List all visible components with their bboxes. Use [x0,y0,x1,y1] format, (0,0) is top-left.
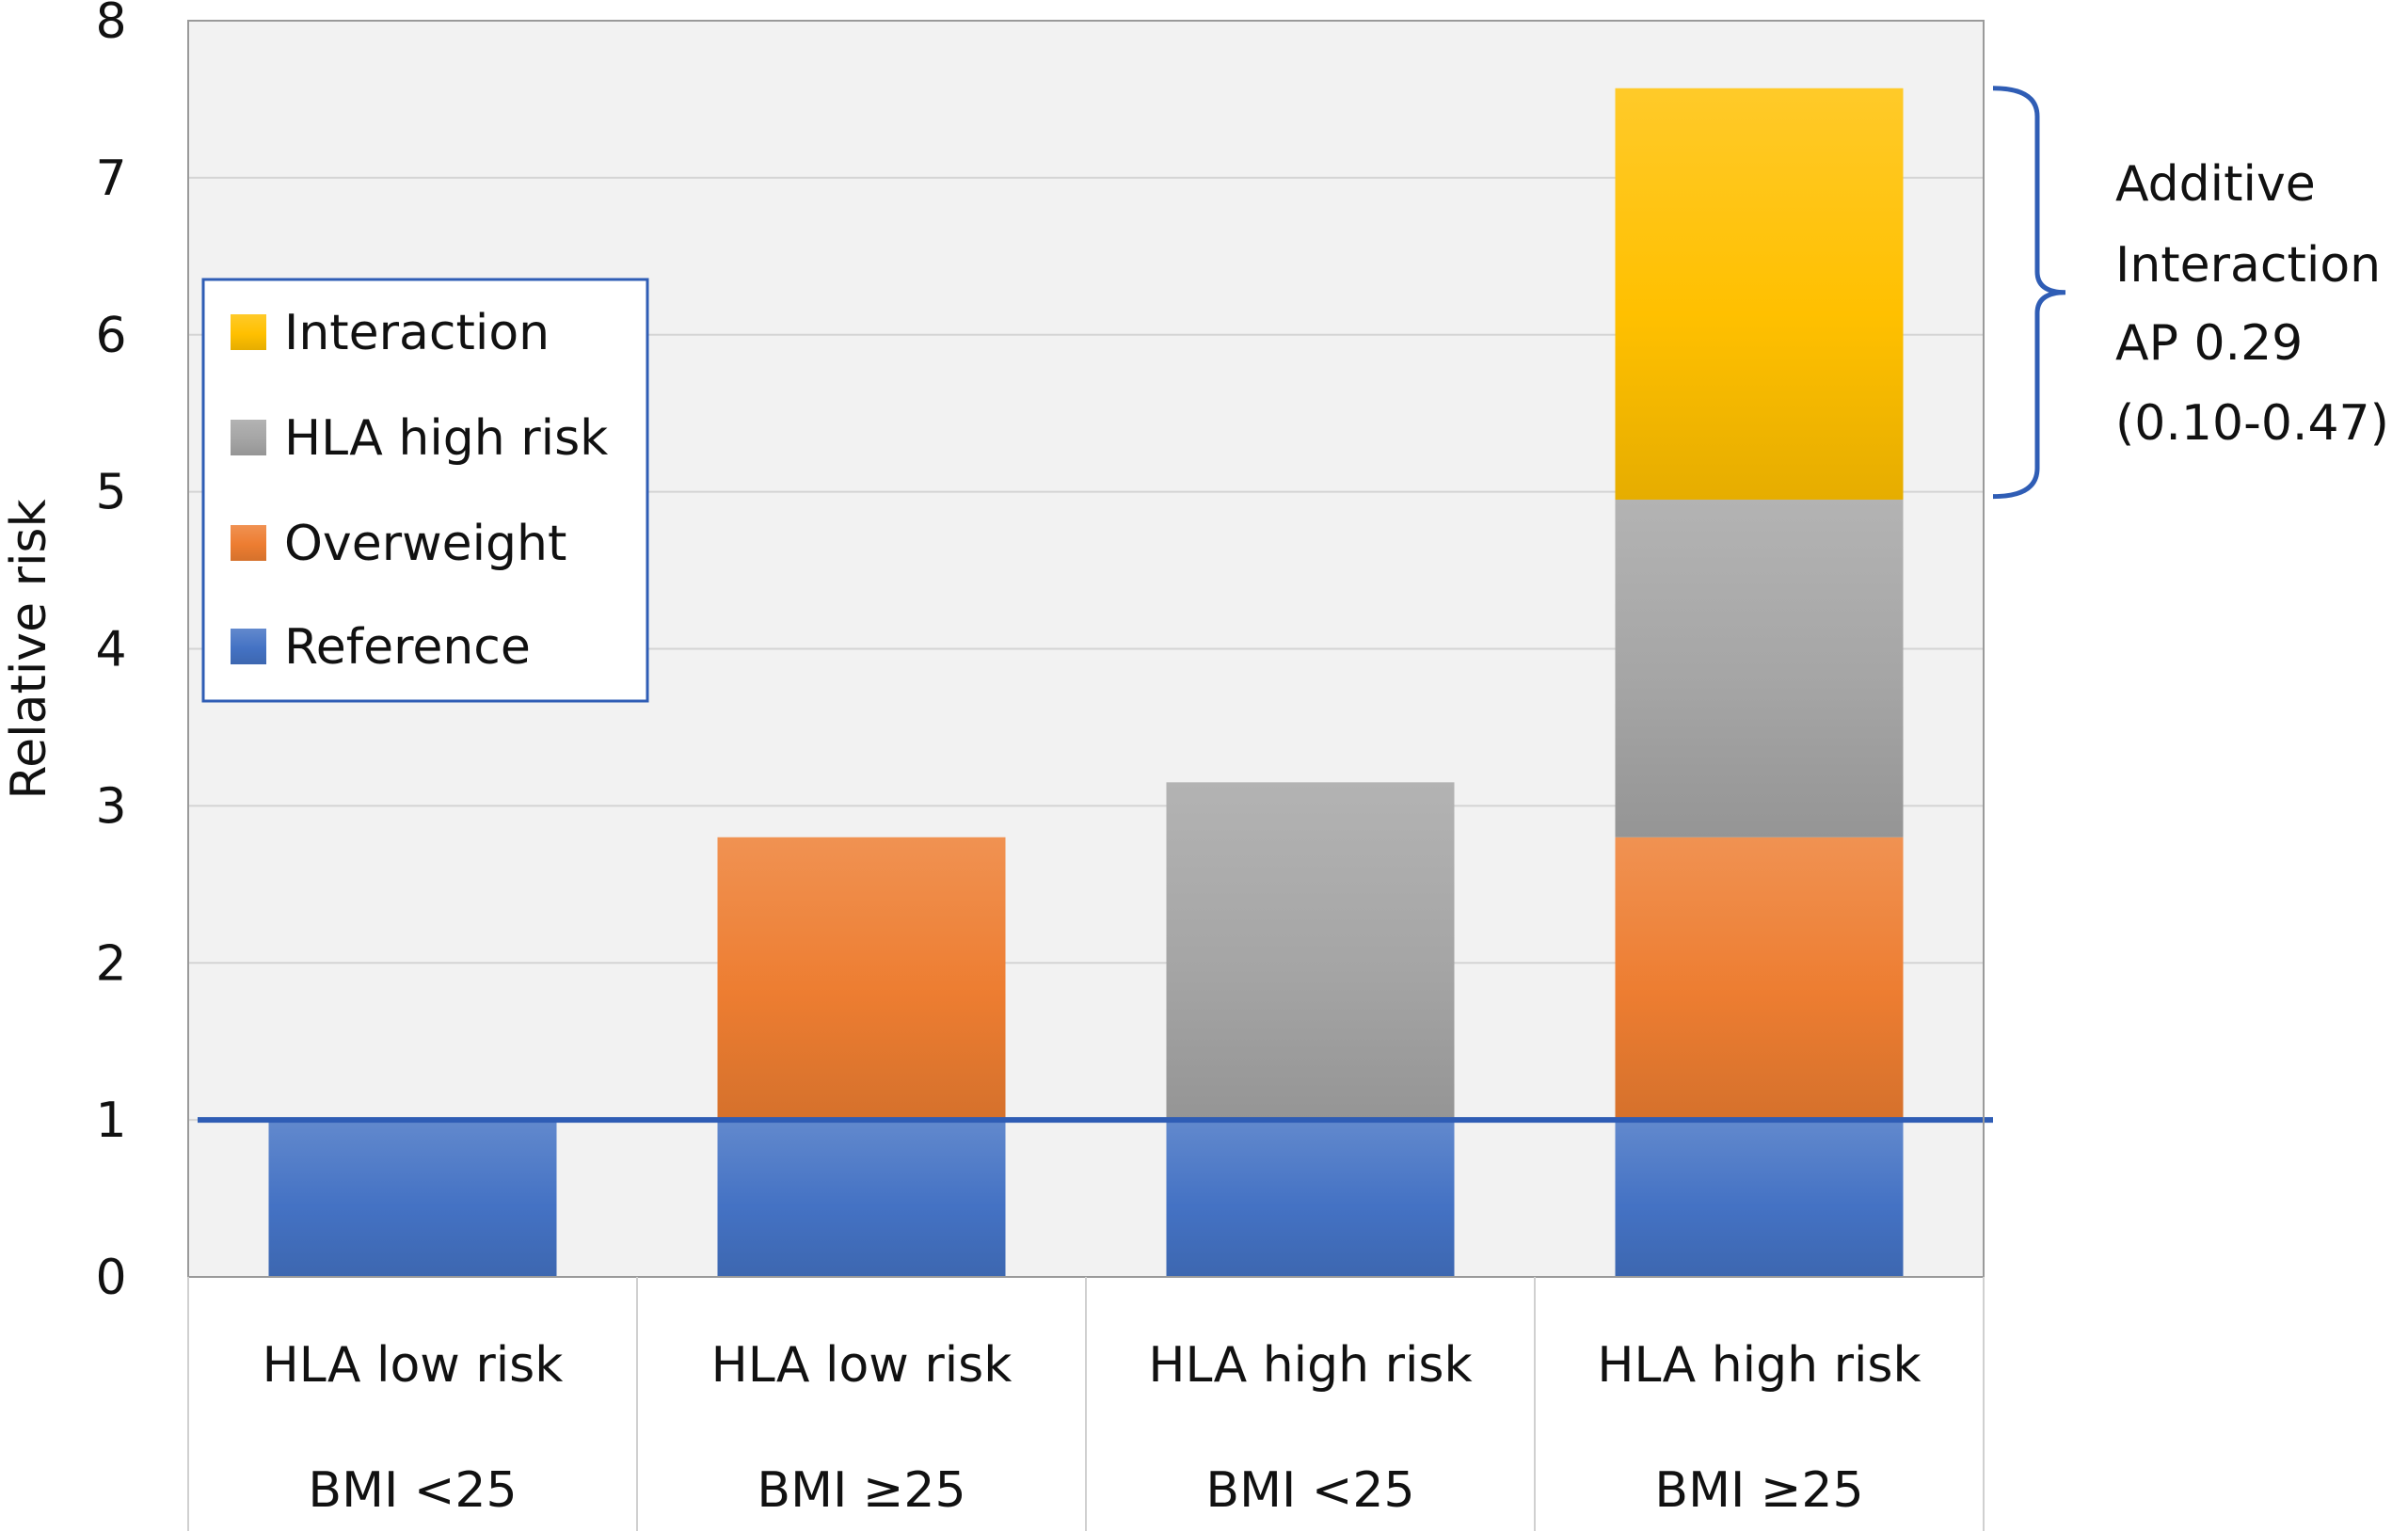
category-label-4-line1: HLA high risk [1597,1337,1921,1394]
bar-reference-4 [1615,1120,1904,1277]
annotation-line-1: Additive [2115,156,2316,213]
annotation-line-2: Interaction [2115,237,2381,294]
y-tick-label-2: 2 [95,935,126,992]
category-label-3-line1: HLA high risk [1148,1337,1472,1394]
y-tick-label-7: 7 [95,151,126,207]
legend-label-interaction: Interaction [284,305,550,361]
y-tick-label-4: 4 [95,622,126,678]
annotation-bracket [1992,86,2066,500]
legend: Interaction HLA high risk Overweight Refere… [201,278,649,703]
bar-reference-1 [268,1120,557,1277]
category-label-3-line2: BMI <25 [1205,1462,1414,1519]
legend-swatch-interaction [231,314,266,350]
bar-interaction-4 [1615,88,1904,500]
bar-reference-2 [717,1120,1006,1277]
x-axis-table: HLA low risk BMI <25 HLA low risk BMI ≥25 HL… [187,1277,1985,1531]
y-tick-label-3: 3 [95,778,126,835]
bar-overweight-4 [1615,837,1904,1121]
category-label-1-line1: HLA low risk [263,1337,564,1394]
legend-box [201,278,649,703]
bar-reference-3 [1166,1120,1455,1277]
category-label-4-line2: BMI ≥25 [1654,1462,1863,1519]
y-tick-label-6: 6 [95,308,126,364]
y-tick-label-1: 1 [95,1092,126,1149]
interaction-annotation: Additive Interaction AP 0.29 (0.10-0.47) [1992,86,2389,500]
legend-swatch-overweight [231,525,266,561]
legend-label-reference: Reference [284,619,531,676]
bar-hla-high-risk-3 [1166,782,1455,1121]
y-axis-label: Relative risk [1,499,57,799]
bar-overweight-2 [717,837,1006,1121]
legend-swatch-reference [231,629,266,664]
legend-label-overweight: Overweight [284,516,566,572]
y-tick-label-0: 0 [95,1250,126,1306]
bars [198,88,1993,1277]
legend-label-hla-high-risk: HLA high risk [284,410,608,467]
y-tick-label-5: 5 [95,465,126,521]
category-label-1-line2: BMI <25 [308,1462,517,1519]
category-label-2-line2: BMI ≥25 [757,1462,965,1519]
category-label-2-line1: HLA low risk [711,1337,1013,1394]
annotation-line-3: AP 0.29 [2115,315,2303,372]
annotation-line-4: (0.10-0.47) [2115,395,2389,452]
legend-swatch-hla-high-risk [231,420,266,455]
y-tick-label-8: 8 [95,0,126,50]
bar-hla-high-risk-4 [1615,499,1904,837]
y-axis: 0 1 2 3 4 5 6 7 8 [95,0,126,1306]
